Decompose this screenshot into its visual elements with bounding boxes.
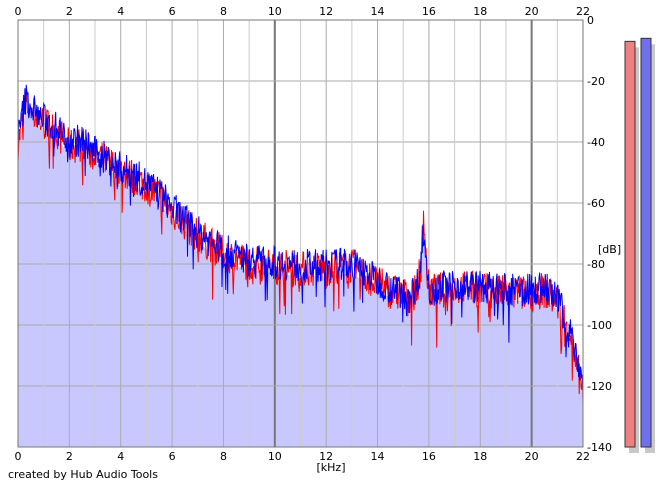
y-tick-label: -60 bbox=[587, 197, 605, 210]
y-tick-label: -40 bbox=[587, 136, 605, 149]
x-tick-label-bottom: 22 bbox=[576, 450, 590, 463]
x-tick-label-bottom: 16 bbox=[422, 450, 436, 463]
level-meters bbox=[624, 37, 655, 454]
series-line bbox=[17, 84, 584, 389]
x-tick-label-top: 18 bbox=[473, 5, 487, 18]
x-tick-label-top: 10 bbox=[268, 5, 282, 18]
x-ticks-top: 0 2 4 6 8 10 12 14 16 18 20 22 bbox=[15, 5, 591, 18]
x-tick-label-bottom: 4 bbox=[117, 450, 124, 463]
x-tick-label-bottom: 2 bbox=[66, 450, 73, 463]
series-line bbox=[17, 90, 584, 404]
x-tick-label-top: 14 bbox=[371, 5, 385, 18]
y-ticks: 0 -20 -40 -60 -80 -100 -120 -140 bbox=[587, 14, 612, 454]
level-meter-bar bbox=[624, 40, 636, 448]
x-tick-label-top: 8 bbox=[220, 5, 227, 18]
x-tick-label-top: 12 bbox=[319, 5, 333, 18]
x-tick-label-top: 20 bbox=[525, 5, 539, 18]
level-meter-bar bbox=[640, 37, 652, 448]
x-tick-label-bottom: 20 bbox=[525, 450, 539, 463]
x-tick-label-bottom: 12 bbox=[319, 450, 333, 463]
x-tick-label-bottom: 8 bbox=[220, 450, 227, 463]
x-ticks-bottom: 0 2 4 6 8 10 12 14 16 18 20 22 bbox=[15, 450, 591, 463]
x-tick-label-bottom: 0 bbox=[15, 450, 22, 463]
x-tick-label-bottom: 18 bbox=[473, 450, 487, 463]
y-tick-label: -120 bbox=[587, 380, 612, 393]
x-axis-label: [kHz] bbox=[317, 461, 346, 474]
y-tick-label: -20 bbox=[587, 75, 605, 88]
series-layer bbox=[17, 84, 584, 404]
y-axis-label: [dB] bbox=[598, 243, 621, 256]
x-tick-label-bottom: 6 bbox=[169, 450, 176, 463]
x-tick-label-bottom: 14 bbox=[371, 450, 385, 463]
x-tick-label-top: 6 bbox=[169, 5, 176, 18]
x-tick-label-top: 2 bbox=[66, 5, 73, 18]
credit-text: created by Hub Audio Tools bbox=[8, 468, 158, 481]
x-tick-label-top: 22 bbox=[576, 5, 590, 18]
y-tick-label: -100 bbox=[587, 319, 612, 332]
x-tick-label-top: 16 bbox=[422, 5, 436, 18]
y-tick-label: -140 bbox=[587, 441, 612, 454]
plot-frame bbox=[17, 19, 584, 448]
x-tick-label-top: 4 bbox=[117, 5, 124, 18]
y-tick-label: -80 bbox=[587, 258, 605, 271]
x-tick-label-top: 0 bbox=[15, 5, 22, 18]
grid-layer bbox=[17, 19, 584, 448]
y-tick-label: 0 bbox=[587, 14, 594, 27]
x-tick-label-bottom: 10 bbox=[268, 450, 282, 463]
